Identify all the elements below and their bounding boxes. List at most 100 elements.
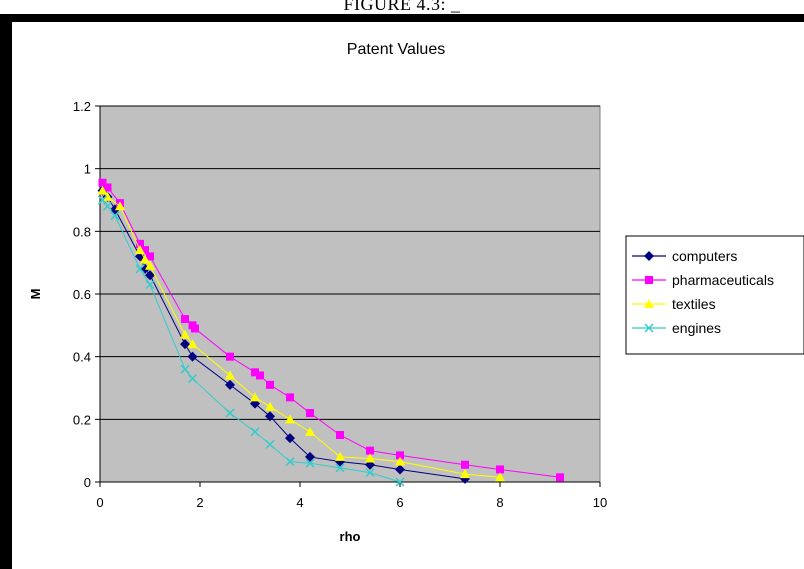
data-point-computers: [395, 464, 405, 475]
data-point-engines: [285, 457, 295, 467]
data-point-engines: [187, 374, 198, 384]
legend-item-computers: computers: [632, 248, 737, 264]
data-point-pharmaceuticals: [461, 460, 469, 469]
data-point-textiles: [187, 339, 198, 349]
y-axis-ticks: 0 0.2 0.4 0.6 0.8 1 1.2: [73, 99, 101, 490]
data-point-textiles: [115, 201, 125, 211]
marker-stroke: [335, 463, 345, 473]
legend-marker: [644, 323, 654, 333]
marker-stroke: [285, 457, 295, 467]
legend-marker: [645, 276, 653, 284]
grid-lines: [100, 105, 600, 420]
marker-stroke: [97, 195, 108, 205]
data-point-textiles: [102, 191, 113, 201]
series-engines: [97, 195, 405, 487]
data-point-engines: [225, 408, 235, 418]
series-textiles: [97, 185, 505, 482]
data-point-pharmaceuticals: [251, 368, 259, 377]
data-point-computers: [265, 411, 275, 422]
marker-stroke: [135, 264, 145, 274]
marker-stroke: [265, 439, 275, 449]
data-point-pharmaceuticals: [98, 178, 107, 187]
data-point-textiles: [265, 401, 275, 411]
data-point-computers: [180, 339, 190, 350]
data-point-pharmaceuticals: [181, 315, 189, 324]
x-tick-label: 8: [496, 495, 503, 510]
data-point-pharmaceuticals: [266, 380, 274, 389]
data-point-computers: [305, 451, 315, 462]
marker-stroke: [395, 477, 405, 487]
data-point-computers: [145, 270, 155, 281]
y-tick-label: 0.8: [73, 224, 91, 239]
y-tick-label: 0.4: [73, 350, 91, 365]
data-point-pharmaceuticals: [136, 239, 144, 248]
data-point-pharmaceuticals: [496, 465, 504, 474]
data-point-pharmaceuticals: [256, 371, 264, 380]
data-point-textiles: [460, 469, 470, 479]
legend-item-engines: engines: [632, 320, 721, 336]
data-point-computers: [225, 379, 235, 390]
y-axis-title: M: [28, 289, 43, 300]
marker-stroke: [187, 374, 198, 384]
marker-stroke: [102, 201, 113, 211]
x-tick-label: 0: [96, 495, 103, 510]
series-pharmaceuticals: [98, 178, 564, 482]
x-tick-label: 2: [196, 495, 203, 510]
x-tick-label: 4: [296, 495, 303, 510]
chart-area: Patent Values 0 0.2 0.4 0.6 0.8 1 1.2 0 2 4 6 8 10 …: [12, 22, 804, 569]
marker-stroke: [145, 280, 155, 290]
data-point-engines: [135, 264, 145, 274]
data-point-pharmaceuticals: [396, 451, 404, 460]
legend-label: computers: [672, 248, 737, 264]
y-tick-label: 0.2: [73, 412, 91, 427]
data-point-pharmaceuticals: [286, 393, 294, 402]
legend-marker: [644, 299, 654, 308]
figure-caption: FIGURE 4.3: _: [343, 0, 461, 14]
data-point-textiles: [285, 414, 295, 424]
y-tick-label: 1: [84, 162, 91, 177]
data-point-engines: [305, 458, 315, 468]
data-point-engines: [250, 427, 260, 437]
y-tick-label: 0.6: [73, 287, 91, 302]
data-point-engines: [102, 201, 113, 211]
legend-item-pharmaceuticals: pharmaceuticals: [632, 272, 774, 288]
legend-marker: [644, 251, 654, 261]
marker-stroke: [180, 364, 190, 374]
data-point-computers: [285, 433, 295, 444]
data-point-engines: [145, 280, 155, 290]
data-point-pharmaceuticals: [141, 246, 149, 255]
data-point-textiles: [140, 254, 150, 264]
data-point-pharmaceuticals: [306, 409, 314, 418]
legend-label: pharmaceuticals: [672, 272, 774, 288]
marker-stroke: [644, 323, 654, 333]
series-line-textiles: [102, 190, 501, 478]
x-axis-ticks: 0 2 4 6 8 10: [96, 481, 607, 510]
x-tick-label: 10: [593, 495, 607, 510]
data-point-textiles: [225, 370, 235, 380]
data-point-textiles: [97, 185, 108, 195]
data-point-textiles: [180, 329, 190, 339]
data-point-engines: [265, 439, 275, 449]
data-point-pharmaceuticals: [336, 431, 344, 439]
marker-stroke: [305, 458, 315, 468]
data-point-engines: [97, 195, 108, 205]
data-point-pharmaceuticals: [556, 473, 564, 482]
data-point-computers: [187, 351, 198, 362]
legend-label: engines: [672, 320, 721, 336]
x-tick-label: 6: [396, 495, 403, 510]
data-point-textiles: [250, 392, 260, 402]
data-point-pharmaceuticals: [226, 352, 234, 361]
data-point-textiles: [495, 472, 505, 482]
data-point-engines: [335, 463, 345, 473]
chart-title: Patent Values: [347, 41, 445, 58]
chart-svg: Patent Values 00.20.40.60.811.2 0 2 4 6 8 10 …: [28, 41, 804, 544]
legend-label: textiles: [672, 296, 716, 312]
data-point-pharmaceuticals: [366, 446, 374, 455]
data-point-engines: [180, 364, 190, 374]
data-point-textiles: [305, 426, 315, 436]
data-point-pharmaceuticals: [146, 252, 154, 261]
y-tick-label: 1.2: [73, 99, 91, 114]
data-point-textiles: [145, 260, 155, 270]
x-axis-title: rho: [340, 529, 361, 544]
data-point-engines: [365, 468, 375, 478]
